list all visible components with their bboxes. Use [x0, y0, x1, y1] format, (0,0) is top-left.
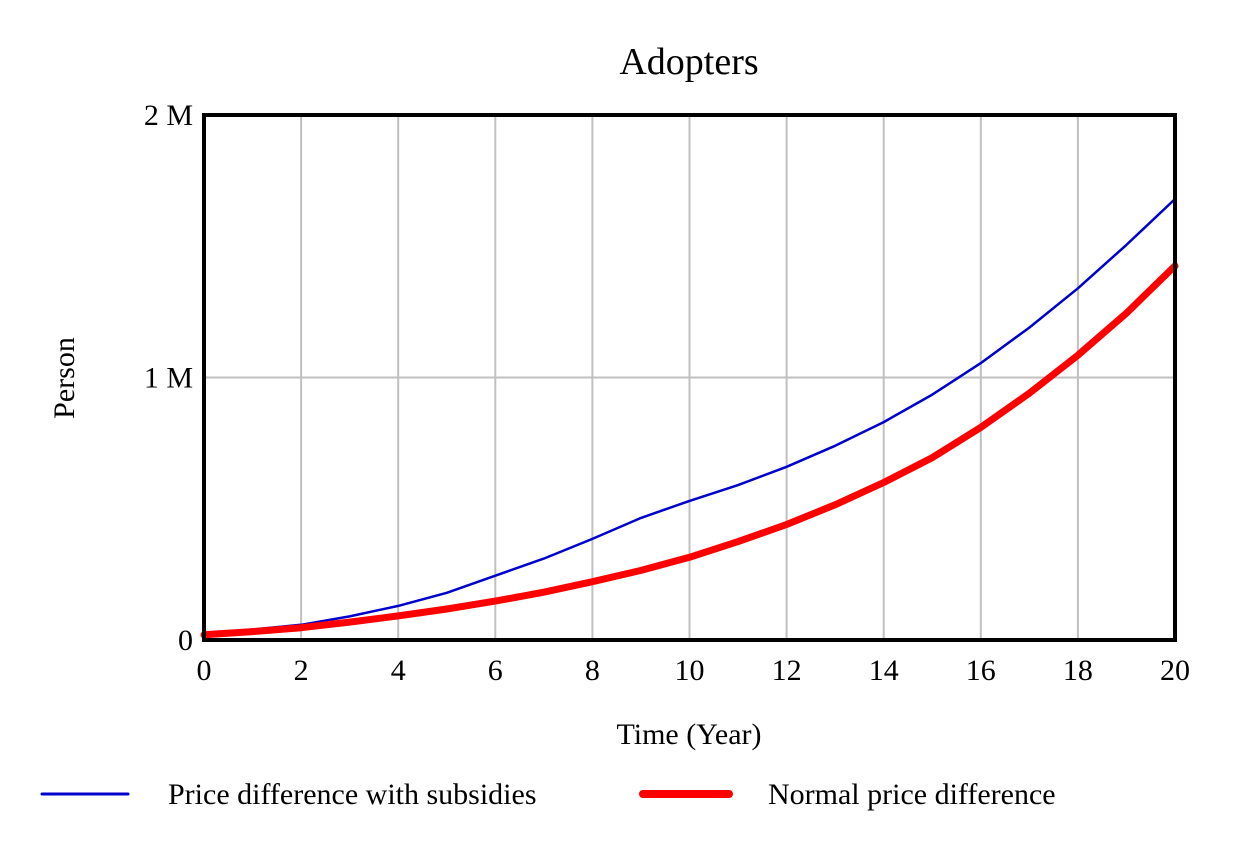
x-tick-label: 14 [869, 654, 899, 687]
legend-label-2: Normal price difference [768, 778, 1056, 811]
grid-lines [204, 115, 1175, 640]
x-tick-label: 2 [294, 654, 309, 687]
x-tick-label: 8 [585, 654, 600, 687]
x-tick-labels: 0 2 4 6 8 10 12 14 16 18 20 [197, 654, 1191, 687]
x-tick-label: 20 [1160, 654, 1190, 687]
series-line-2 [200, 262, 1179, 639]
x-tick-label: 12 [772, 654, 802, 687]
y-tick-label: 0 [178, 624, 193, 657]
y-tick-labels: 0 1 M 2 M [144, 99, 193, 657]
x-tick-label: 0 [197, 654, 212, 687]
x-tick-label: 16 [966, 654, 996, 687]
x-tick-label: 10 [675, 654, 705, 687]
x-tick-label: 4 [391, 654, 406, 687]
chart-title: Adopters [619, 41, 758, 83]
y-tick-label: 1 M [144, 362, 193, 395]
x-axis-label: Time (Year) [616, 718, 761, 751]
series-line-1 [202, 197, 1177, 635]
y-axis-label: Person [48, 337, 81, 419]
x-tick-label: 6 [488, 654, 503, 687]
plot-frame [202, 113, 1177, 642]
data-series [200, 197, 1179, 639]
x-tick-label: 18 [1063, 654, 1093, 687]
legend-label-1: Price difference with subsidies [168, 778, 537, 811]
legend: Price difference with subsidies Normal pr… [40, 778, 1056, 811]
y-tick-label: 2 M [144, 99, 193, 132]
